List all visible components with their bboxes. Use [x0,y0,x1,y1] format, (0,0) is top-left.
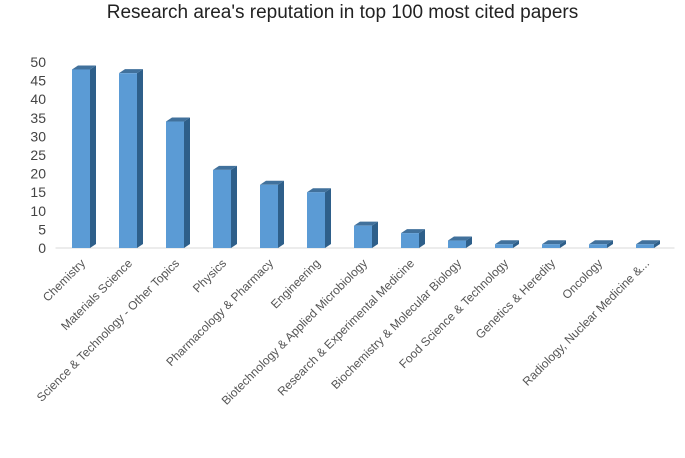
bar [354,221,378,248]
y-tick-label: 15 [30,184,46,200]
x-tick-label: Genetics & Heredity [473,256,558,341]
bar-side [184,117,190,249]
bar-front [589,244,607,248]
bar [495,240,519,248]
bar [636,240,660,248]
bar-side [372,221,378,248]
bar-front [307,192,325,248]
bars [55,65,675,249]
bar-side [513,240,519,248]
bar-front [542,244,560,248]
y-tick-label: 50 [30,54,46,70]
bar [260,180,284,248]
bar-top [166,117,190,122]
bar [542,240,566,248]
y-tick-label: 45 [30,73,46,89]
bar-front [260,184,278,248]
bar-top [354,221,378,226]
y-tick-label: 35 [30,110,46,126]
bar-front [636,244,654,248]
bar-top [542,240,566,245]
bar-side [137,69,143,248]
bar-top [119,69,143,74]
bar-top [589,240,613,245]
bar [307,188,331,248]
y-tick-label: 30 [30,128,46,144]
bar-front [401,233,419,248]
bar-top [636,240,660,245]
bar-side [278,180,284,248]
bar [401,229,425,248]
bar-side [419,229,425,248]
y-tick-label: 40 [30,91,46,107]
bar-front [72,69,90,248]
chart-title: Research area's reputation in top 100 mo… [106,2,579,23]
bar [166,117,190,249]
bar-top [448,236,472,241]
y-tick-label: 5 [38,221,46,237]
bar-top [213,165,237,170]
bar-front [213,169,231,248]
y-tick-label: 10 [30,203,46,219]
x-tick-label: Physics [190,256,229,295]
y-tick-label: 0 [38,240,46,256]
y-tick-label: 25 [30,147,46,163]
bar-front [495,244,513,248]
bar-front [354,225,372,248]
bar-top [495,240,519,245]
x-tick-label: Chemistry [40,256,88,304]
bar-top [260,180,284,185]
bar [213,165,237,248]
bar-front [119,73,137,248]
bar-top [401,229,425,234]
bar-side [607,240,613,248]
bar-side [90,65,96,248]
bar [72,65,96,248]
bar-side [325,188,331,248]
bar-side [560,240,566,248]
bar [119,69,143,248]
bar [448,236,472,248]
bar-side [231,165,237,248]
x-tick-label: Oncology [559,256,605,302]
bar-front [166,121,184,248]
y-tick-label: 20 [30,166,46,182]
y-axis: 0 5 10 15 20 25 30 35 40 45 50 [30,54,46,256]
bar-side [654,240,660,248]
bar-front [448,240,466,248]
bar-top [72,65,96,70]
bar [589,240,613,248]
bar-side [466,236,472,248]
bar-top [307,188,331,193]
